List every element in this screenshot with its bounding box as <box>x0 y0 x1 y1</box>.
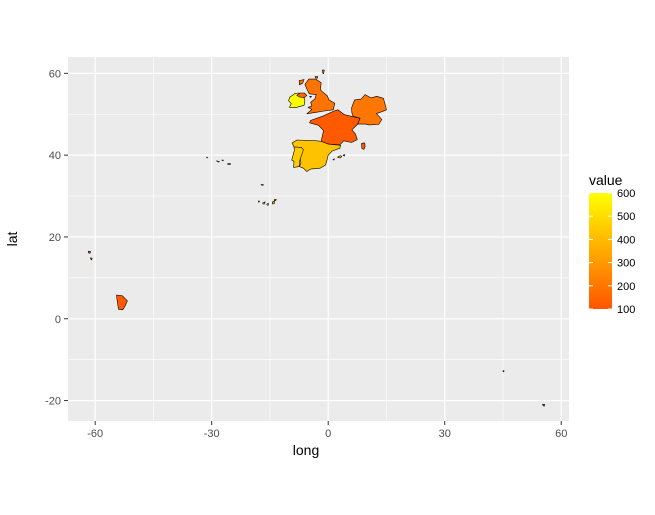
region-fuerteventura <box>271 201 275 205</box>
region-lanzarote <box>273 199 277 201</box>
map-regions <box>87 69 546 407</box>
x-tick-label: 0 <box>325 428 331 440</box>
region-azores-sao-miguel <box>227 163 231 165</box>
region-northern-ireland <box>296 92 308 98</box>
y-tick-label: 0 <box>55 314 61 326</box>
legend-colorbar <box>589 193 612 309</box>
legend-label: 400 <box>617 234 635 246</box>
region-azores-terceira <box>221 159 224 162</box>
x-tick-label: -60 <box>87 428 103 440</box>
x-tick-label: 30 <box>439 428 451 440</box>
x-tick-label: -30 <box>204 428 220 440</box>
y-tick-label: 20 <box>49 232 61 244</box>
legend-label: 500 <box>617 211 635 223</box>
y-axis: -20 0 20 40 60 <box>45 68 68 408</box>
region-martinique <box>90 257 93 261</box>
region-france <box>309 109 361 146</box>
region-isle-of-man <box>309 96 312 98</box>
x-axis-title: long <box>293 442 319 458</box>
region-reunion <box>542 403 546 407</box>
region-guadeloupe <box>87 251 91 254</box>
region-ibiza <box>332 158 335 161</box>
region-mallorca <box>337 155 343 159</box>
major-gridlines <box>68 57 569 421</box>
region-madeira <box>260 184 264 186</box>
y-tick-label: 40 <box>49 150 61 162</box>
region-french-guiana <box>116 294 128 311</box>
region-la-palma <box>257 200 260 203</box>
region-tenerife <box>262 201 266 205</box>
y-tick-label: 60 <box>49 68 61 80</box>
minor-gridlines <box>68 57 569 421</box>
x-axis: -60 -30 0 30 60 <box>87 421 567 440</box>
region-azores-flores <box>206 156 208 159</box>
legend-title: value <box>589 172 623 188</box>
legend-label: 100 <box>617 304 635 316</box>
legend-label: 600 <box>617 188 635 200</box>
y-axis-title: lat <box>4 232 20 247</box>
region-orkney <box>314 76 319 79</box>
legend-label: 300 <box>617 258 635 270</box>
y-tick-label: -20 <box>45 396 61 408</box>
region-united-kingdom <box>304 78 336 115</box>
region-menorca <box>342 154 346 157</box>
x-tick-label: 60 <box>555 428 567 440</box>
region-azores-pico <box>217 161 220 163</box>
legend: value 100 200 300 400 500 600 <box>589 172 635 316</box>
region-portugal <box>291 146 304 168</box>
region-mayotte <box>502 370 505 373</box>
legend-ticks: 100 200 300 400 500 600 <box>589 188 635 316</box>
legend-label: 200 <box>617 281 635 293</box>
region-hebrides <box>298 79 305 86</box>
region-gran-canaria <box>266 203 269 206</box>
region-shetland <box>322 69 325 75</box>
region-corsica <box>361 142 366 150</box>
region-germany <box>351 94 387 126</box>
